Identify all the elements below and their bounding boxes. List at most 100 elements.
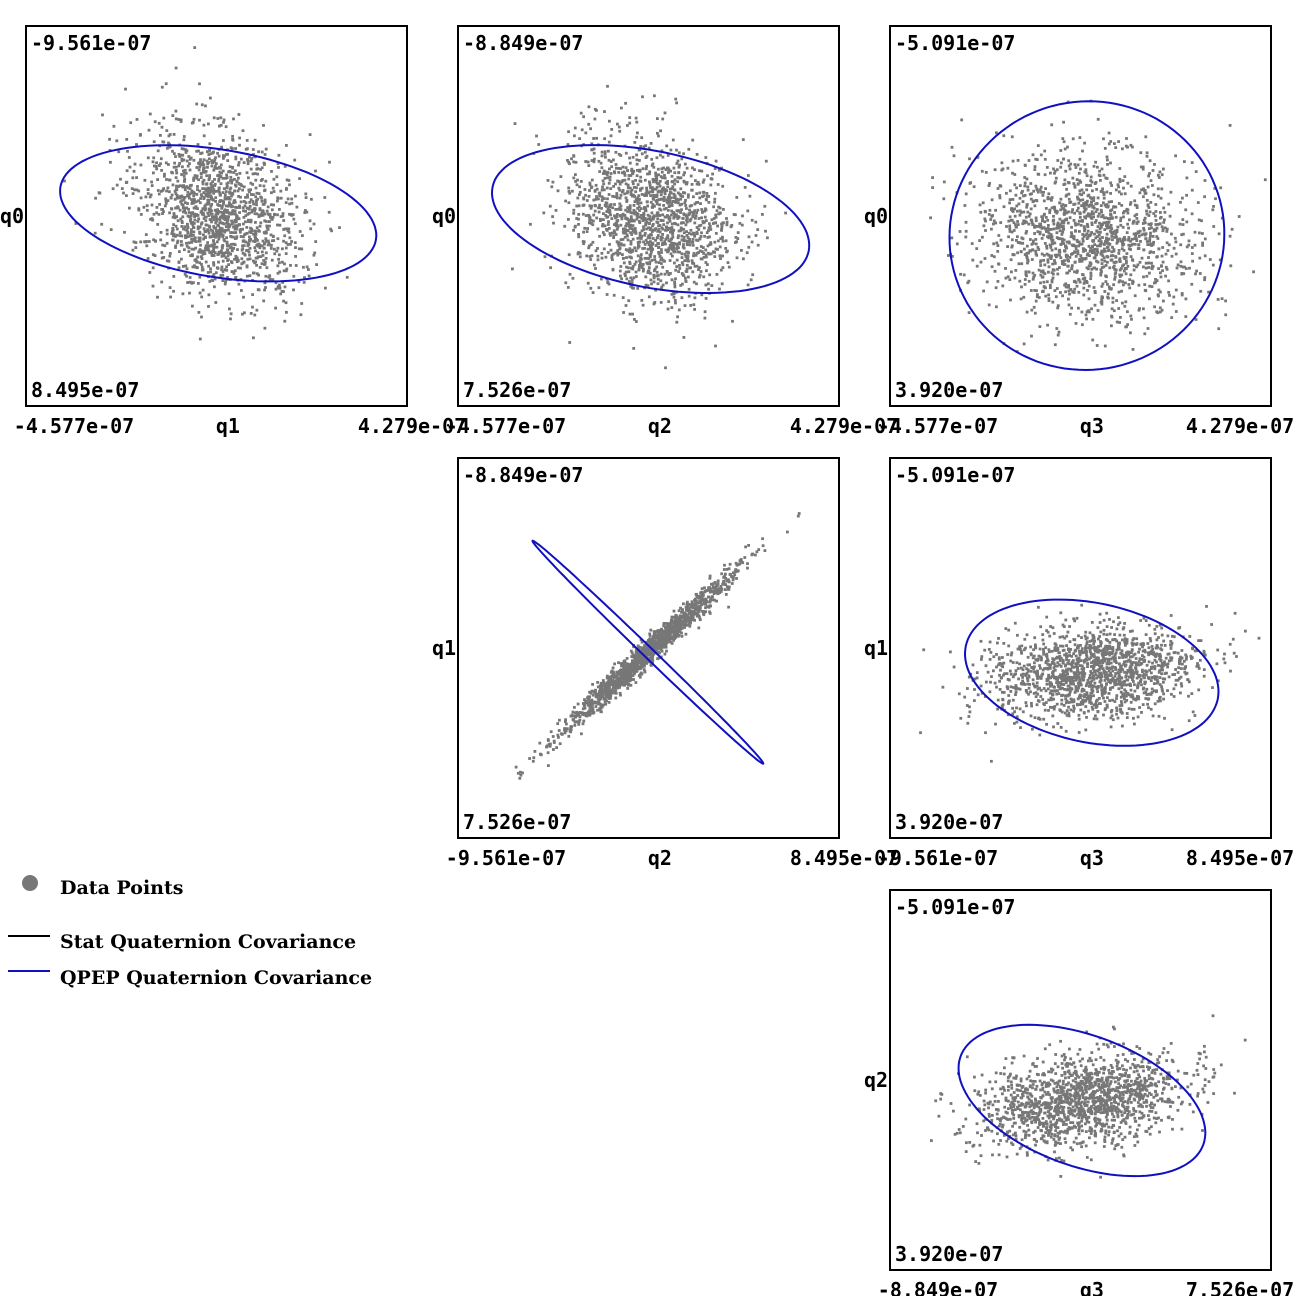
data-point xyxy=(264,274,268,278)
data-point xyxy=(254,238,257,242)
data-point xyxy=(1127,238,1131,242)
data-point xyxy=(664,181,668,185)
data-point xyxy=(230,194,233,198)
data-point xyxy=(593,263,596,267)
data-point xyxy=(695,182,699,186)
data-point xyxy=(195,260,199,264)
data-point xyxy=(670,213,673,217)
data-point xyxy=(698,169,701,173)
data-point xyxy=(1116,183,1120,187)
data-point xyxy=(629,231,632,235)
data-point xyxy=(624,231,627,235)
data-point xyxy=(255,191,259,195)
data-point xyxy=(623,272,627,276)
data-point xyxy=(1147,222,1151,226)
data-point xyxy=(220,145,223,149)
data-point xyxy=(210,250,214,253)
data-point xyxy=(631,250,634,253)
data-point xyxy=(639,201,643,205)
data-point xyxy=(1131,282,1134,285)
data-point xyxy=(720,228,723,232)
data-point xyxy=(692,232,696,235)
data-point xyxy=(626,210,630,214)
data-point xyxy=(243,233,246,237)
data-point xyxy=(617,244,621,247)
data-point xyxy=(649,142,653,145)
data-point xyxy=(199,210,203,214)
data-point xyxy=(1084,168,1088,172)
data-point xyxy=(640,136,644,140)
data-point xyxy=(747,544,750,547)
data-point xyxy=(604,255,608,259)
data-point xyxy=(233,169,237,173)
data-point xyxy=(689,228,693,232)
data-point xyxy=(646,262,650,266)
data-point xyxy=(631,211,635,215)
data-point xyxy=(942,180,946,184)
data-point xyxy=(202,196,206,199)
data-point xyxy=(1090,307,1093,311)
data-point xyxy=(165,129,169,132)
data-point xyxy=(182,147,186,151)
data-point xyxy=(1146,327,1150,330)
data-point xyxy=(175,171,179,175)
data-point xyxy=(244,201,248,205)
data-point xyxy=(661,117,665,121)
data-point xyxy=(632,208,636,212)
data-point xyxy=(202,134,206,138)
data-point xyxy=(182,198,186,201)
data-point xyxy=(277,153,281,157)
data-point xyxy=(686,255,690,259)
data-point xyxy=(676,236,680,240)
data-point xyxy=(1073,211,1076,215)
data-point xyxy=(1041,219,1044,223)
data-point xyxy=(663,188,667,191)
data-point xyxy=(680,261,684,264)
data-point xyxy=(658,254,662,258)
data-point xyxy=(1152,212,1156,215)
data-point xyxy=(1191,259,1194,263)
data-point xyxy=(200,172,203,176)
data-point xyxy=(213,251,217,254)
data-point xyxy=(175,233,179,237)
data-point xyxy=(190,202,194,205)
data-point xyxy=(689,174,693,178)
data-point xyxy=(270,170,273,173)
data-point xyxy=(1064,169,1068,173)
data-point xyxy=(254,186,258,190)
data-point xyxy=(608,175,612,179)
data-point xyxy=(156,149,160,153)
data-point xyxy=(649,255,652,259)
data-point xyxy=(763,204,767,208)
data-point xyxy=(172,152,176,155)
data-point xyxy=(172,232,176,236)
data-point xyxy=(328,160,331,164)
data-point xyxy=(1012,207,1016,211)
data-point xyxy=(1115,241,1119,245)
data-point xyxy=(618,206,622,209)
data-point xyxy=(1042,233,1045,237)
data-point xyxy=(192,190,195,194)
data-point xyxy=(202,163,206,167)
data-point xyxy=(583,706,587,710)
data-point xyxy=(216,117,220,120)
data-point xyxy=(164,199,168,203)
y-tick-label-bottom: 8.495e-07 xyxy=(31,378,139,402)
data-point xyxy=(659,648,663,651)
data-point xyxy=(691,243,695,247)
data-point xyxy=(1126,264,1130,268)
data-point xyxy=(1073,279,1077,283)
data-point xyxy=(1102,256,1106,260)
data-point xyxy=(1159,215,1163,219)
data-point xyxy=(603,150,607,154)
data-point xyxy=(271,186,275,190)
data-point xyxy=(657,261,661,264)
data-point xyxy=(648,260,652,264)
data-point xyxy=(1135,217,1139,220)
data-point xyxy=(682,221,685,225)
data-point xyxy=(1163,218,1166,222)
data-point xyxy=(152,156,156,160)
data-point xyxy=(1039,270,1043,273)
data-point xyxy=(642,240,645,244)
data-point xyxy=(1156,187,1160,191)
